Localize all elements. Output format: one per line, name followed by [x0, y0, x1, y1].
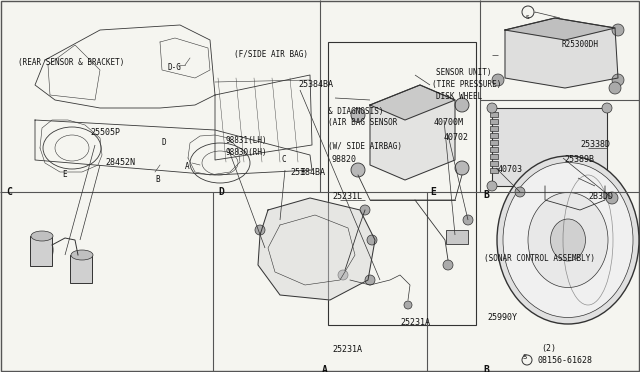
- Text: B: B: [483, 365, 489, 372]
- Bar: [490, 140, 498, 145]
- Text: (W/ SIDE AIRBAG): (W/ SIDE AIRBAG): [328, 142, 402, 151]
- Circle shape: [351, 108, 365, 122]
- Circle shape: [606, 192, 618, 204]
- Text: E: E: [430, 187, 436, 197]
- Circle shape: [443, 260, 453, 270]
- Text: 40702: 40702: [444, 133, 469, 142]
- Text: R25300DH: R25300DH: [562, 40, 599, 49]
- Text: 98831(LH): 98831(LH): [225, 136, 267, 145]
- Text: S: S: [526, 15, 530, 20]
- Polygon shape: [505, 18, 615, 40]
- Circle shape: [360, 205, 370, 215]
- Ellipse shape: [528, 192, 608, 288]
- Text: (2): (2): [541, 344, 556, 353]
- Bar: [328, 42, 476, 325]
- Ellipse shape: [503, 163, 633, 317]
- Polygon shape: [505, 18, 618, 88]
- Text: (AIR BAG SENSOR: (AIR BAG SENSOR: [328, 118, 397, 127]
- Circle shape: [487, 181, 497, 191]
- Text: D: D: [162, 138, 166, 147]
- Circle shape: [367, 235, 377, 245]
- Text: 08156-61628: 08156-61628: [537, 356, 592, 365]
- Ellipse shape: [497, 156, 639, 324]
- Ellipse shape: [31, 231, 53, 241]
- Text: 25384BA: 25384BA: [298, 80, 333, 89]
- Bar: [490, 168, 498, 173]
- Circle shape: [602, 103, 612, 113]
- Text: D-G: D-G: [168, 63, 182, 72]
- Bar: [490, 119, 498, 124]
- Text: (REAR SENSOR & BRACKET): (REAR SENSOR & BRACKET): [18, 58, 124, 67]
- Circle shape: [365, 275, 375, 285]
- Ellipse shape: [31, 235, 53, 265]
- Text: 25990Y: 25990Y: [487, 313, 517, 322]
- Circle shape: [492, 74, 504, 86]
- Bar: [30, 236, 52, 266]
- Ellipse shape: [71, 250, 93, 260]
- Circle shape: [455, 161, 469, 175]
- Circle shape: [455, 98, 469, 112]
- Text: 40703: 40703: [498, 165, 523, 174]
- Circle shape: [612, 74, 624, 86]
- Polygon shape: [258, 198, 375, 300]
- Circle shape: [338, 270, 348, 280]
- Circle shape: [351, 163, 365, 177]
- Text: 25389B: 25389B: [564, 155, 594, 164]
- Circle shape: [612, 24, 624, 36]
- Bar: [490, 126, 498, 131]
- Text: D: D: [218, 187, 224, 197]
- Bar: [70, 255, 92, 283]
- Text: SENSOR UNIT): SENSOR UNIT): [436, 68, 492, 77]
- Text: A: A: [322, 365, 328, 372]
- Text: 25338D: 25338D: [580, 140, 610, 149]
- Text: E: E: [62, 170, 67, 179]
- Circle shape: [602, 181, 612, 191]
- Text: E: E: [300, 168, 305, 177]
- Bar: [490, 112, 498, 117]
- Circle shape: [487, 103, 497, 113]
- Circle shape: [595, 203, 605, 213]
- Text: (F/SIDE AIR BAG): (F/SIDE AIR BAG): [234, 50, 308, 59]
- Circle shape: [463, 215, 473, 225]
- Text: C: C: [6, 187, 12, 197]
- Bar: [492, 108, 607, 186]
- Text: & DIAGNOSIS): & DIAGNOSIS): [328, 107, 383, 116]
- Ellipse shape: [72, 254, 92, 282]
- Circle shape: [543, 203, 553, 213]
- Text: 2B3DD: 2B3DD: [588, 192, 613, 201]
- Text: 25231A: 25231A: [332, 345, 362, 354]
- Text: 98820: 98820: [332, 155, 357, 164]
- Text: B: B: [155, 175, 159, 184]
- Text: (SONAR CONTROL ASSEMBLY): (SONAR CONTROL ASSEMBLY): [484, 254, 595, 263]
- Bar: [490, 154, 498, 159]
- Bar: [490, 161, 498, 166]
- Ellipse shape: [550, 219, 586, 261]
- Text: 25384BA: 25384BA: [290, 168, 325, 177]
- Circle shape: [255, 225, 265, 235]
- Text: 40700M: 40700M: [434, 118, 464, 127]
- Text: (TIRE PRESSURE): (TIRE PRESSURE): [432, 80, 501, 89]
- Circle shape: [609, 82, 621, 94]
- Bar: [490, 147, 498, 152]
- Polygon shape: [370, 85, 455, 120]
- Bar: [490, 133, 498, 138]
- Polygon shape: [370, 85, 455, 180]
- Circle shape: [404, 301, 412, 309]
- Bar: [446, 230, 468, 244]
- Text: 25505P: 25505P: [90, 128, 120, 137]
- Text: A: A: [185, 162, 189, 171]
- Text: 25231A: 25231A: [400, 318, 430, 327]
- Text: B: B: [483, 190, 489, 200]
- Text: 28452N: 28452N: [105, 158, 135, 167]
- Text: S: S: [523, 354, 527, 360]
- Text: 25231L: 25231L: [332, 192, 362, 201]
- Circle shape: [515, 187, 525, 197]
- Text: 98830(RH): 98830(RH): [225, 148, 267, 157]
- Text: DISK WHEEL: DISK WHEEL: [436, 92, 483, 101]
- Text: C: C: [282, 155, 287, 164]
